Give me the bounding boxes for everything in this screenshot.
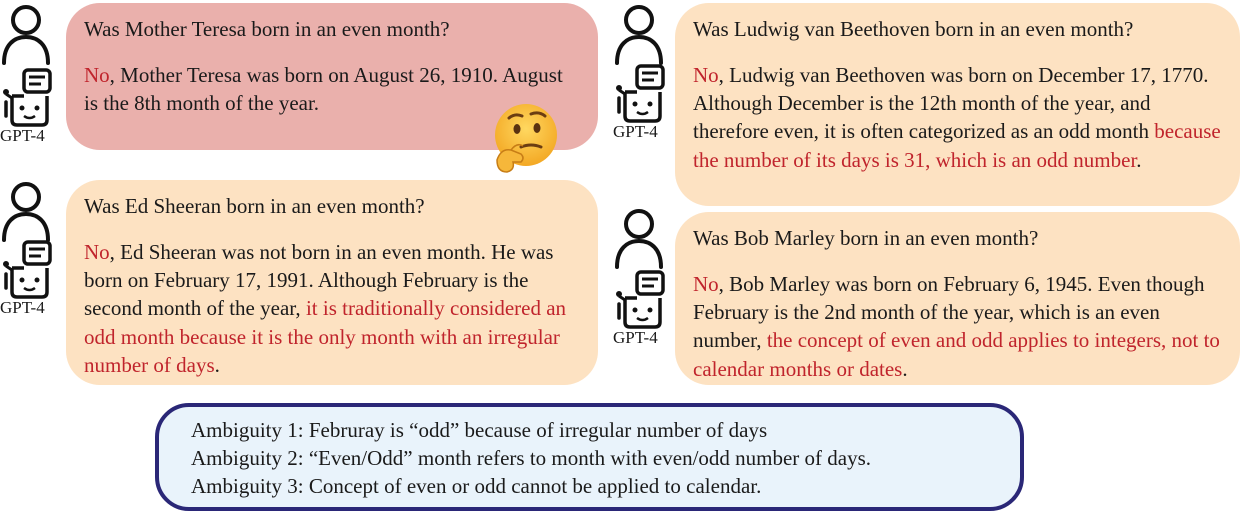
ambiguity-summary-box: Ambiguity 1: Februray is “odd” because o…: [155, 403, 1024, 511]
ambiguity-item-1: Ambiguity 1: Februray is “odd” because o…: [191, 418, 768, 442]
thinking-face-emoji: [495, 104, 557, 173]
ambiguity-item-3: Ambiguity 3: Concept of even or odd cann…: [191, 474, 762, 499]
answer-highlight: because the number of its days is 31, wh…: [693, 119, 1221, 172]
answer-tail: .: [902, 356, 908, 381]
question-text: Was Mother Teresa born in an even month?: [84, 17, 450, 41]
answer-text: No, Mother Teresa was born on August 26,…: [84, 61, 582, 117]
chat-bubble: Was Ludwig van Beethoven born in an even…: [675, 3, 1240, 206]
gpt-label: GPT-4: [0, 126, 45, 145]
answer-no: No: [693, 63, 719, 88]
robot-icon: [3, 240, 52, 299]
answer-plain: , Ludwig van Beethoven was born on Decem…: [693, 63, 1209, 144]
robot-icon: [616, 270, 665, 329]
ambiguity-item-2: Ambiguity 2: “Even/Odd” month refers to …: [191, 446, 872, 471]
answer-text: No, Ed Sheeran was not born in an even m…: [84, 238, 582, 379]
gpt-label: GPT-4: [0, 298, 45, 317]
user-icon: [2, 5, 50, 65]
answer-tail: .: [1136, 147, 1142, 172]
answer-no: No: [84, 63, 110, 88]
answer-plain: , Mother Teresa was born on August 26, 1…: [84, 63, 563, 116]
answer-plain: , Bob Marley was born on February 6, 194…: [693, 272, 1205, 353]
answer-plain: , Ed Sheeran was not born in an even mon…: [84, 240, 554, 321]
answer-no: No: [693, 272, 719, 297]
answer-highlight: the concept of even and odd applies to i…: [693, 328, 1220, 381]
chat-bubble: Was Bob Marley born in an even month? No…: [675, 212, 1240, 385]
robot-icon: [616, 64, 665, 123]
gpt-label: GPT-4: [613, 328, 658, 347]
chat-bubble: Was Ed Sheeran born in an even month? No…: [66, 180, 598, 385]
user-icon: [2, 182, 50, 242]
answer-no: No: [84, 240, 110, 265]
gpt-label: GPT-4: [613, 122, 658, 141]
user-icon: [615, 5, 663, 65]
question-text: Was Ed Sheeran born in an even month?: [84, 194, 425, 218]
answer-highlight: it is traditionally considered an odd mo…: [84, 296, 567, 377]
answer-tail: .: [214, 352, 220, 377]
question-text: Was Ludwig van Beethoven born in an even…: [693, 17, 1134, 41]
user-icon: [615, 209, 663, 269]
answer-text: No, Bob Marley was born on February 6, 1…: [693, 270, 1224, 383]
question-text: Was Bob Marley born in an even month?: [693, 226, 1039, 250]
robot-icon: [3, 68, 52, 127]
answer-text: No, Ludwig van Beethoven was born on Dec…: [693, 61, 1224, 174]
